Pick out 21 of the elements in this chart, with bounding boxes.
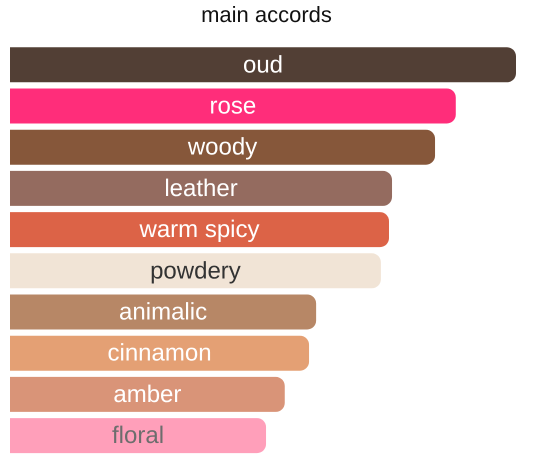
y-tick-label: oud (242, 51, 284, 78)
bar (10, 212, 389, 248)
bar (10, 418, 266, 454)
y-tick-label: powdery (150, 257, 241, 284)
bar (10, 294, 316, 330)
chart-title: main accords (200, 2, 333, 28)
bar (10, 336, 310, 371)
bar (10, 88, 456, 124)
y-tick-label: cinnamon (107, 340, 212, 367)
y-tick-label: woody (186, 134, 258, 161)
bar (10, 376, 285, 412)
y-tick-label: amber (113, 380, 182, 408)
bar (10, 253, 381, 288)
y-tick-label: animalic (119, 298, 208, 326)
bar (10, 170, 392, 206)
bar (10, 130, 436, 165)
y-tick-label: warm spicy (138, 216, 260, 244)
y-tick-label: floral (112, 422, 164, 450)
y-tick-label: leather (164, 174, 238, 202)
y-tick-label: rose (210, 92, 256, 120)
bar (10, 47, 516, 82)
